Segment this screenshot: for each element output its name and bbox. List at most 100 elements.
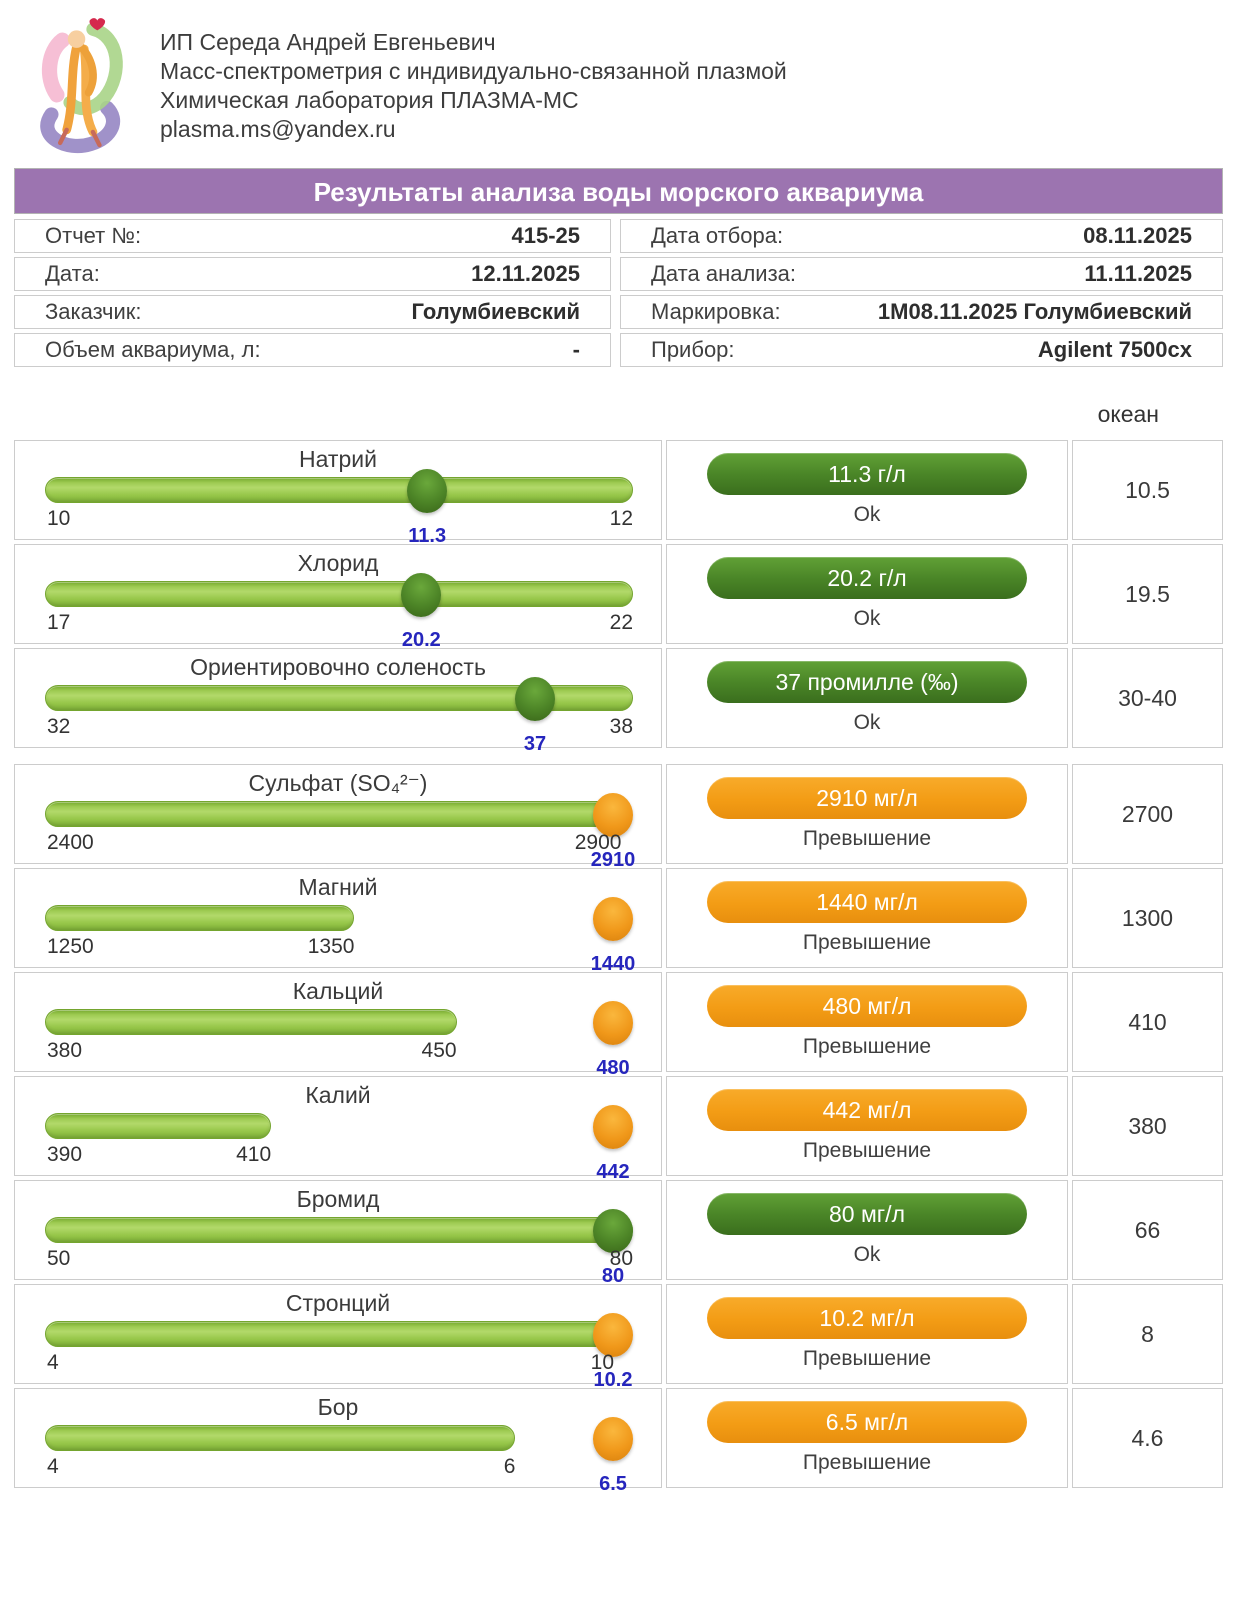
slider-cell: Натрий 10 12 11.3 — [14, 440, 662, 547]
slider-track — [45, 581, 633, 607]
param-title: Сульфат (SO₄²⁻) — [248, 770, 428, 796]
table-row: Магний 1250 1350 1440 1440 мг/л Превышение 130… — [14, 868, 1223, 975]
ocean-value: 66 — [1134, 1216, 1161, 1243]
info-label: Дата: — [45, 261, 100, 286]
status-label: Превышение — [802, 1347, 932, 1370]
info-cell: Маркировка: 1М08.11.2025 Голумбиевский — [620, 295, 1223, 329]
slider-knob-icon — [593, 1209, 633, 1253]
info-value: 1М08.11.2025 Голумбиевский — [877, 299, 1192, 324]
range-max-label: 38 — [609, 715, 633, 738]
info-row: Отчет №: 415-25 Дата отбора: 08.11.2025 — [14, 219, 1223, 253]
slider-knob-icon — [401, 573, 442, 617]
slider-zone — [45, 1001, 633, 1045]
slider-cell: Ориентировочно соленость 32 38 37 — [14, 648, 662, 755]
ocean-value: 410 — [1128, 1008, 1167, 1035]
slider-track — [45, 801, 622, 827]
slider-knob-icon — [515, 677, 555, 721]
slider-track — [45, 477, 633, 503]
info-cell: Отчет №: 415-25 — [14, 219, 611, 253]
info-label: Прибор: — [651, 337, 735, 362]
info-cell: Дата отбора: 08.11.2025 — [620, 219, 1223, 253]
slider-knob-icon — [593, 1001, 633, 1045]
slider-cell: Сульфат (SO₄²⁻) 2400 2900 2910 — [14, 764, 662, 871]
ocean-cell: 19.5 — [1072, 544, 1223, 644]
ocean-cell: 8 — [1072, 1284, 1223, 1384]
table-row: Калий 390 410 442 442 мг/л Превышение 380 — [14, 1076, 1223, 1183]
info-value: 12.11.2025 — [471, 261, 580, 286]
range-min-label: 10 — [47, 507, 71, 530]
measured-value-label: 480 — [596, 1057, 630, 1079]
company-lab: Химическая лаборатория ПЛАЗМА-МС — [160, 87, 579, 113]
ocean-value: 19.5 — [1125, 580, 1170, 607]
measured-value-label: 6.5 — [599, 1473, 627, 1495]
range-max-label: 80 — [609, 1247, 633, 1270]
result-cell: 10.2 мг/л Превышение — [666, 1284, 1068, 1384]
slider-knob-icon — [593, 793, 633, 837]
slider-zone — [45, 677, 633, 721]
result-badge: 442 мг/л — [707, 1089, 1027, 1131]
slider-track — [45, 1009, 457, 1035]
info-row: Заказчик: Голумбиевский Маркировка: 1М08.11… — [14, 295, 1223, 329]
slider-zone — [45, 897, 633, 941]
slider-zone — [45, 573, 633, 617]
ocean-cell: 4.6 — [1072, 1388, 1223, 1488]
status-label: Ok — [853, 711, 881, 734]
info-row: Объем аквариума, л: - Прибор: Agilent 7500c… — [14, 333, 1223, 367]
table-row: Хлорид 17 22 20.2 20.2 г/л Ok 19.5 — [14, 544, 1223, 651]
slider-zone — [45, 1313, 633, 1357]
ocean-value: 2700 — [1121, 800, 1174, 827]
measured-value-label: 1440 — [590, 953, 636, 975]
info-value: 08.11.2025 — [1083, 223, 1192, 248]
ocean-cell: 2700 — [1072, 764, 1223, 864]
measured-value-label: 80 — [601, 1265, 625, 1287]
slider-knob-icon — [593, 1417, 633, 1461]
info-value: - — [572, 337, 580, 362]
table-row: Кальций 380 450 480 480 мг/л Превышение 410 — [14, 972, 1223, 1079]
range-min-label: 1250 — [47, 935, 94, 958]
info-cell: Заказчик: Голумбиевский — [14, 295, 611, 329]
result-cell: 2910 мг/л Превышение — [666, 764, 1068, 864]
status-label: Превышение — [802, 931, 932, 954]
range-min-label: 390 — [47, 1143, 83, 1166]
range-max-label: 22 — [609, 611, 633, 634]
company-name: ИП Середа Андрей Евгеньевич — [160, 29, 496, 55]
measured-value-label: 37 — [523, 733, 547, 755]
lab-logo — [40, 18, 123, 154]
range-min-label: 4 — [47, 1455, 59, 1478]
info-cell: Дата анализа: 11.11.2025 — [620, 257, 1223, 291]
info-row: Дата: 12.11.2025 Дата анализа: 11.11.2025 — [14, 257, 1223, 291]
result-badge: 10.2 мг/л — [707, 1297, 1027, 1339]
ocean-cell: 66 — [1072, 1180, 1223, 1280]
ocean-cell: 1300 — [1072, 868, 1223, 968]
slider-cell: Магний 1250 1350 1440 — [14, 868, 662, 975]
result-badge: 11.3 г/л — [707, 453, 1027, 495]
slider-track — [45, 1217, 633, 1243]
info-value: Голумбиевский — [411, 299, 580, 324]
ocean-value: 1300 — [1121, 904, 1174, 931]
result-cell: 442 мг/л Превышение — [666, 1076, 1068, 1176]
ocean-cell: 30-40 — [1072, 648, 1223, 748]
info-value: 415-25 — [511, 223, 580, 248]
result-badge: 37 промилле (‰) — [707, 661, 1027, 703]
slider-cell: Бромид 50 80 80 — [14, 1180, 662, 1287]
report-title: Результаты анализа воды морского аквариу… — [14, 168, 1223, 214]
slider-zone — [45, 793, 633, 837]
result-cell: 20.2 г/л Ok — [666, 544, 1068, 644]
range-min-label: 4 — [47, 1351, 59, 1374]
report-info-table: Отчет №: 415-25 Дата отбора: 08.11.2025 Дата… — [14, 219, 1223, 367]
param-title: Натрий — [299, 446, 377, 472]
measured-value-label: 20.2 — [401, 629, 441, 651]
slider-track — [45, 1321, 615, 1347]
status-label: Превышение — [802, 1139, 932, 1162]
result-cell: 11.3 г/л Ok — [666, 440, 1068, 540]
range-max-label: 6 — [503, 1455, 516, 1478]
info-cell: Прибор: Agilent 7500cx — [620, 333, 1223, 367]
slider-zone — [45, 1417, 633, 1461]
slider-knob-icon — [593, 897, 633, 941]
info-label: Дата анализа: — [651, 261, 797, 286]
status-label: Ok — [853, 503, 881, 526]
result-badge: 20.2 г/л — [707, 557, 1027, 599]
info-value: 11.11.2025 — [1084, 261, 1192, 286]
info-cell: Дата: 12.11.2025 — [14, 257, 611, 291]
